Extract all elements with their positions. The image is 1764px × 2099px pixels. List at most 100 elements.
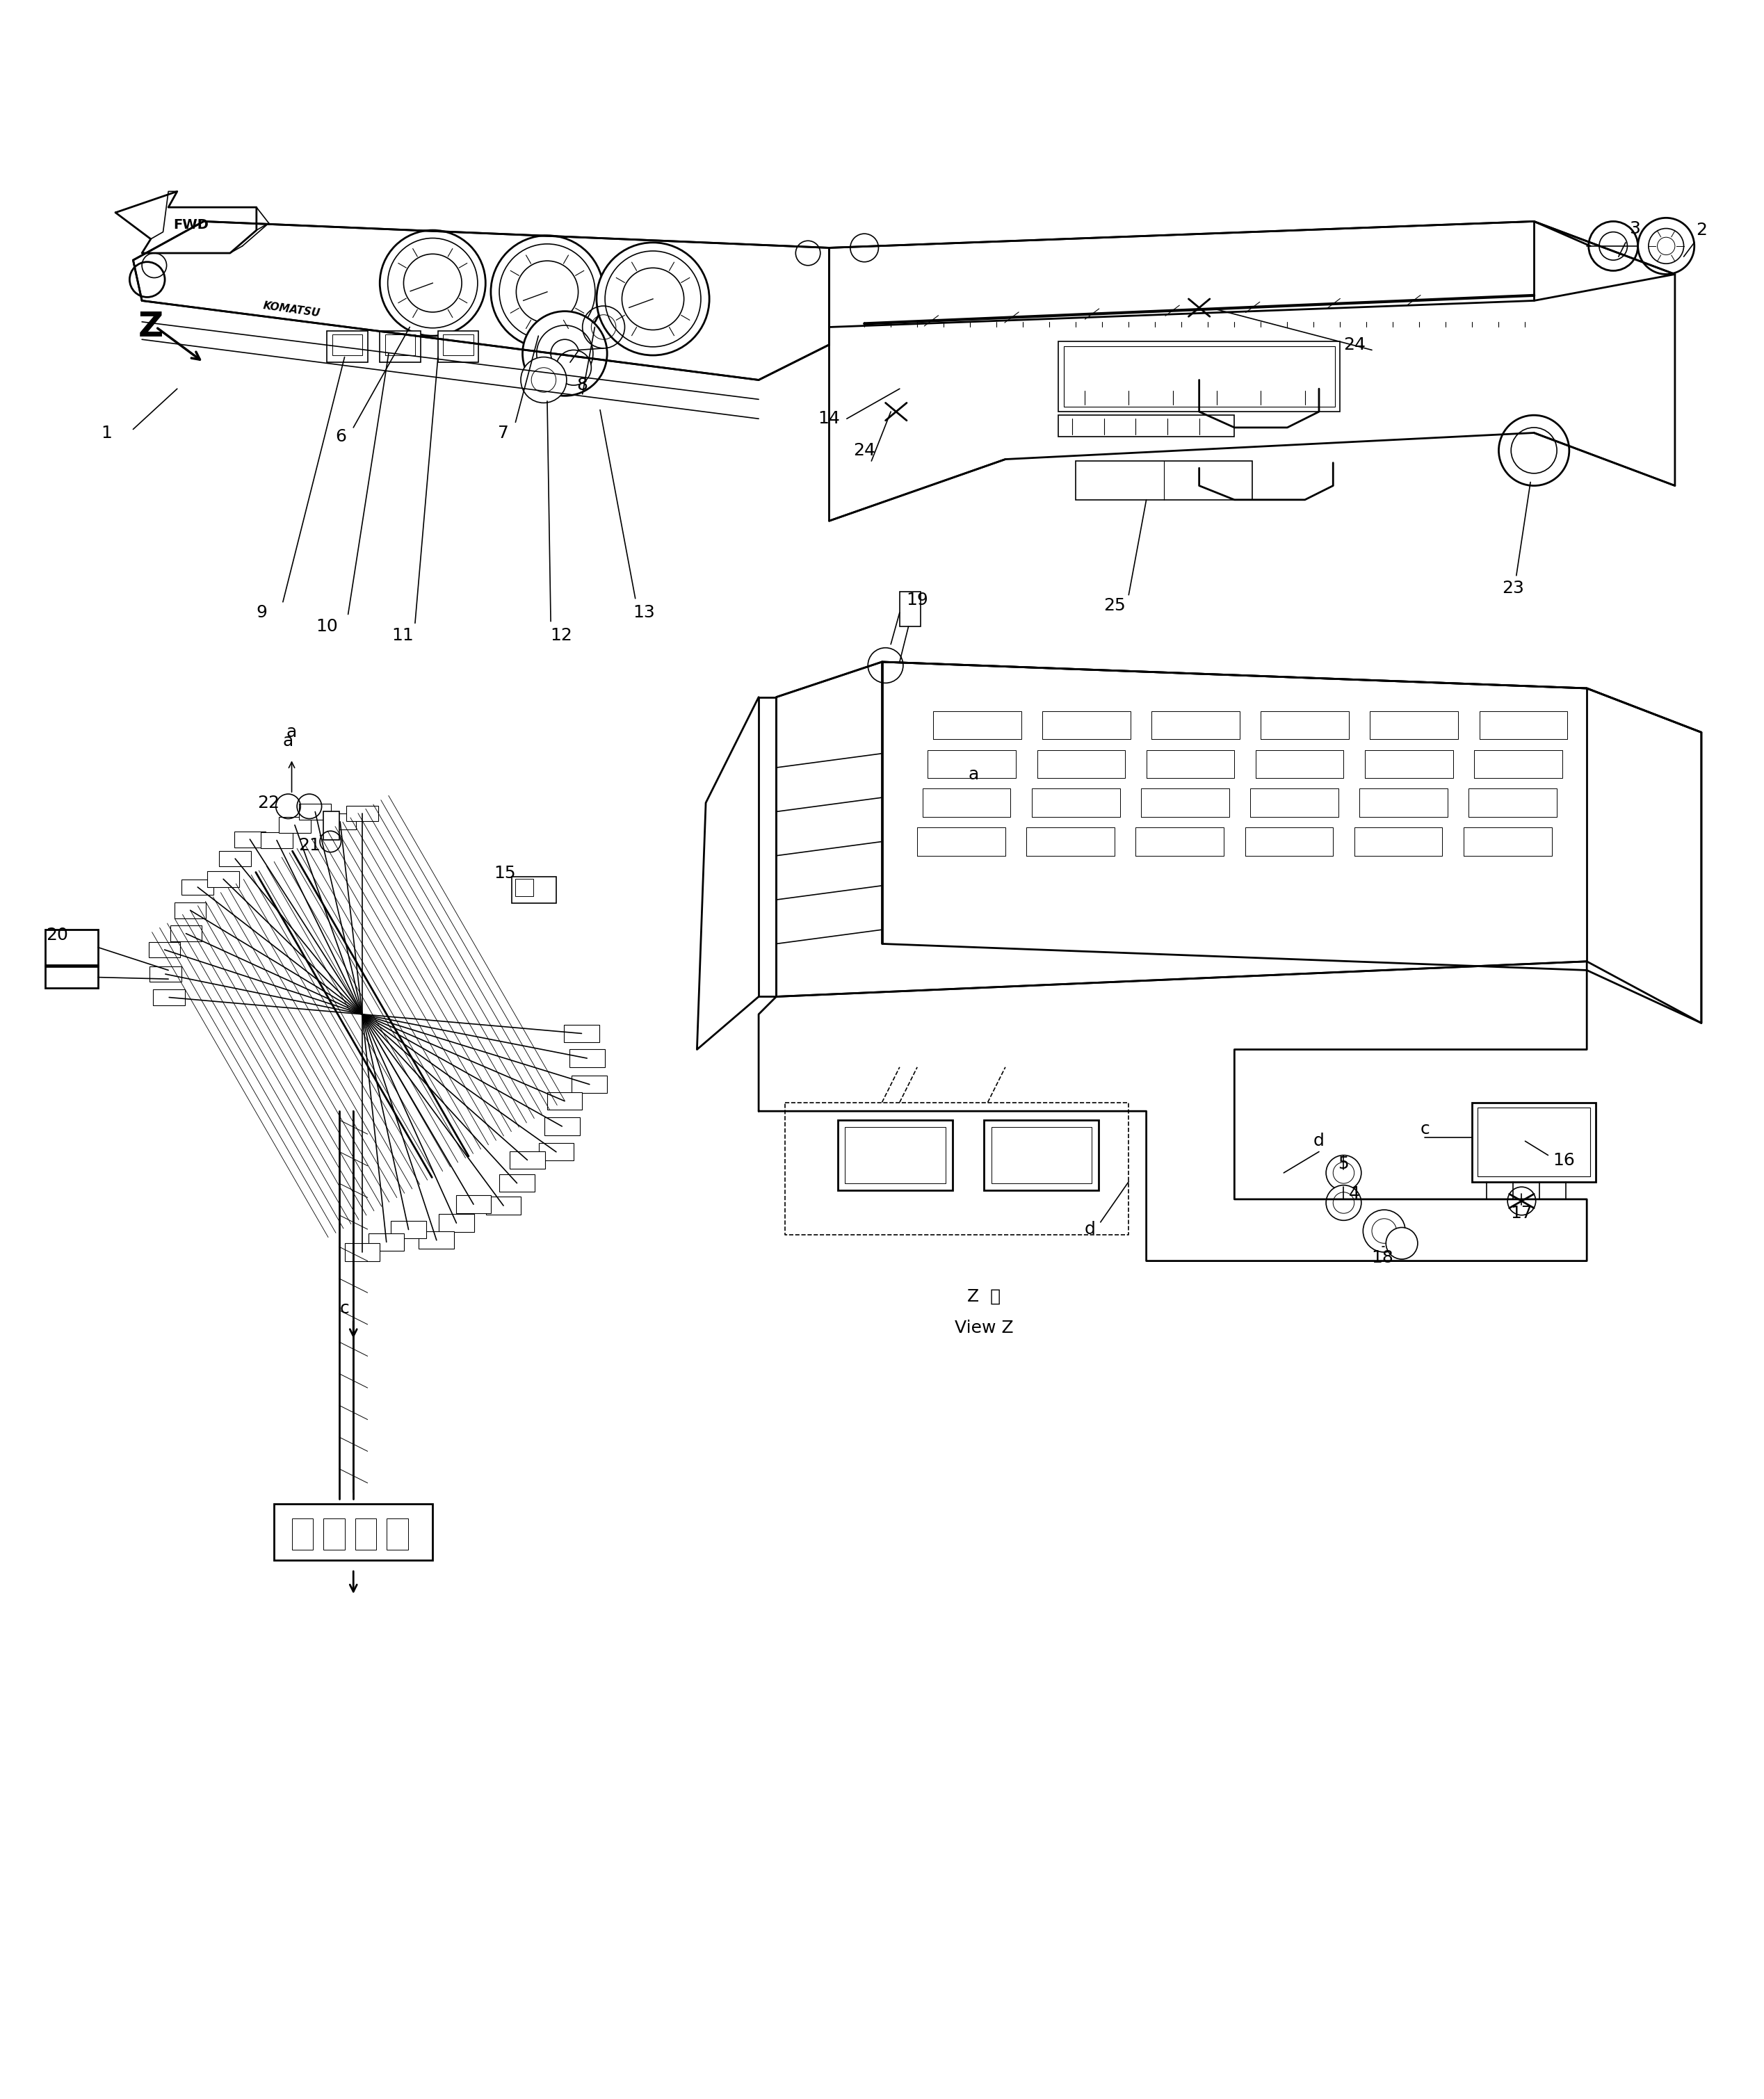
FancyBboxPatch shape: [392, 1222, 427, 1238]
Text: a: a: [286, 724, 296, 741]
FancyBboxPatch shape: [182, 879, 213, 894]
Text: 24: 24: [1342, 336, 1365, 353]
FancyBboxPatch shape: [153, 989, 185, 1005]
FancyBboxPatch shape: [148, 942, 180, 957]
Text: FWD: FWD: [173, 218, 208, 231]
FancyBboxPatch shape: [984, 1121, 1099, 1190]
FancyBboxPatch shape: [439, 1213, 475, 1232]
Text: 5: 5: [1339, 1157, 1349, 1173]
FancyBboxPatch shape: [1058, 342, 1341, 411]
FancyBboxPatch shape: [261, 833, 293, 848]
Circle shape: [1639, 218, 1693, 275]
Text: 8: 8: [577, 378, 587, 395]
FancyBboxPatch shape: [208, 871, 240, 888]
FancyBboxPatch shape: [564, 1024, 600, 1043]
FancyBboxPatch shape: [572, 1075, 607, 1094]
FancyBboxPatch shape: [235, 831, 266, 848]
Text: 13: 13: [633, 605, 654, 621]
Text: c: c: [340, 1299, 349, 1316]
Circle shape: [1327, 1154, 1362, 1190]
Text: 1: 1: [101, 424, 113, 441]
FancyBboxPatch shape: [369, 1234, 404, 1251]
Circle shape: [520, 357, 566, 403]
Text: 21: 21: [298, 838, 321, 854]
FancyBboxPatch shape: [510, 1150, 545, 1169]
FancyBboxPatch shape: [291, 1518, 312, 1549]
FancyBboxPatch shape: [538, 1144, 573, 1161]
FancyBboxPatch shape: [219, 850, 250, 867]
Text: 14: 14: [818, 411, 840, 426]
FancyBboxPatch shape: [499, 1173, 534, 1192]
Text: 15: 15: [494, 865, 515, 882]
FancyBboxPatch shape: [379, 332, 420, 363]
Text: 3: 3: [1628, 220, 1641, 237]
FancyBboxPatch shape: [323, 1518, 344, 1549]
Circle shape: [490, 235, 603, 348]
FancyBboxPatch shape: [326, 332, 367, 363]
FancyBboxPatch shape: [150, 966, 182, 982]
FancyBboxPatch shape: [838, 1121, 953, 1190]
Text: Z: Z: [138, 311, 164, 344]
FancyBboxPatch shape: [46, 930, 97, 966]
Circle shape: [1499, 416, 1570, 485]
Circle shape: [522, 311, 607, 397]
Text: d: d: [1085, 1222, 1095, 1238]
FancyBboxPatch shape: [355, 1518, 376, 1549]
FancyBboxPatch shape: [46, 968, 97, 989]
Text: View Z: View Z: [954, 1320, 1014, 1337]
Text: 20: 20: [46, 926, 69, 942]
FancyBboxPatch shape: [385, 334, 415, 355]
Text: 6: 6: [335, 428, 346, 445]
Text: 16: 16: [1552, 1152, 1575, 1169]
FancyBboxPatch shape: [485, 1196, 520, 1215]
FancyBboxPatch shape: [515, 879, 533, 896]
Text: 11: 11: [392, 628, 415, 644]
Circle shape: [1364, 1209, 1406, 1253]
Text: 19: 19: [907, 592, 928, 609]
Circle shape: [1508, 1186, 1536, 1215]
FancyBboxPatch shape: [386, 1518, 407, 1549]
Text: 25: 25: [1104, 596, 1125, 613]
FancyBboxPatch shape: [545, 1117, 580, 1136]
Text: 12: 12: [550, 628, 572, 644]
Text: a: a: [282, 733, 293, 749]
FancyBboxPatch shape: [346, 806, 377, 821]
FancyBboxPatch shape: [437, 332, 478, 363]
Circle shape: [1387, 1228, 1418, 1259]
Text: 18: 18: [1371, 1249, 1394, 1266]
FancyBboxPatch shape: [512, 877, 556, 903]
FancyBboxPatch shape: [273, 1505, 432, 1560]
FancyBboxPatch shape: [443, 334, 473, 355]
Text: 17: 17: [1510, 1205, 1533, 1222]
FancyBboxPatch shape: [570, 1050, 605, 1066]
Text: KOMATSU: KOMATSU: [263, 300, 321, 319]
Text: 4: 4: [1349, 1186, 1360, 1203]
FancyBboxPatch shape: [455, 1196, 490, 1213]
Text: 9: 9: [256, 605, 268, 621]
FancyBboxPatch shape: [175, 903, 206, 917]
FancyBboxPatch shape: [418, 1232, 453, 1249]
Text: Z  視: Z 視: [967, 1289, 1000, 1303]
Circle shape: [1327, 1186, 1362, 1220]
FancyBboxPatch shape: [323, 812, 339, 840]
Text: c: c: [1420, 1121, 1429, 1138]
Text: 10: 10: [316, 619, 339, 636]
FancyBboxPatch shape: [1058, 416, 1235, 437]
FancyBboxPatch shape: [344, 1243, 379, 1261]
FancyBboxPatch shape: [169, 926, 201, 942]
FancyBboxPatch shape: [332, 334, 362, 355]
Circle shape: [596, 243, 709, 355]
FancyBboxPatch shape: [1076, 462, 1252, 500]
FancyBboxPatch shape: [1473, 1102, 1596, 1182]
FancyBboxPatch shape: [279, 817, 310, 833]
Text: d: d: [1314, 1133, 1325, 1150]
Circle shape: [379, 231, 485, 336]
Circle shape: [556, 351, 591, 386]
Text: a: a: [968, 766, 979, 783]
Text: 22: 22: [258, 796, 280, 810]
FancyBboxPatch shape: [325, 814, 356, 829]
Circle shape: [1589, 220, 1639, 271]
FancyBboxPatch shape: [900, 592, 921, 628]
Text: 23: 23: [1501, 579, 1524, 596]
Text: 24: 24: [854, 443, 875, 460]
